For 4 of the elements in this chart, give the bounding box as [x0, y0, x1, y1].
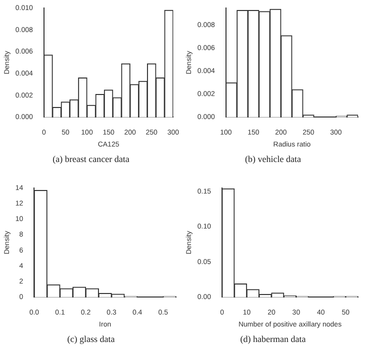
- text: (c) glass data: [66, 334, 116, 344]
- text: (d) haberman data: [239, 334, 307, 344]
- text: (b) vehicle data: [244, 154, 302, 164]
- text: (a) breast cancer data: [52, 154, 130, 164]
